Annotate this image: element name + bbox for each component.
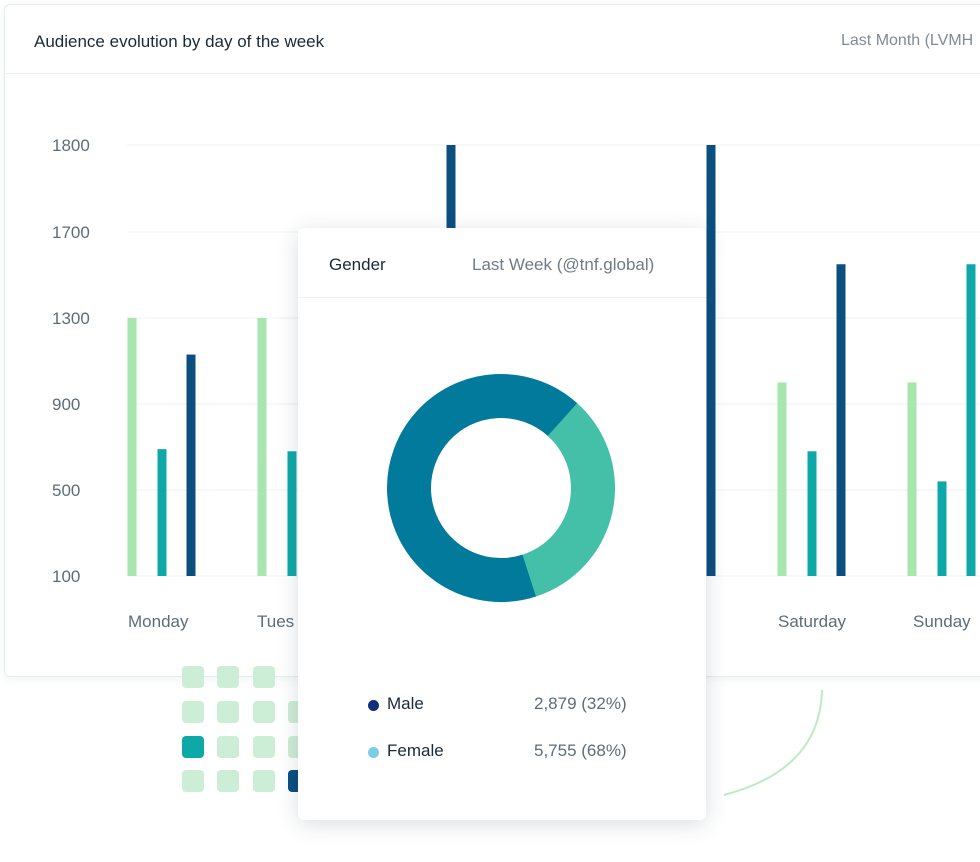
bar-sunday[interactable]	[907, 382, 917, 577]
date-range-selector[interactable]: Last Month (LVMH	[841, 32, 974, 49]
decorative-tile	[182, 701, 204, 723]
bar-saturday[interactable]	[777, 382, 787, 577]
bar-sunday[interactable]	[937, 481, 947, 576]
y-tick-label: 1300	[52, 309, 90, 328]
card-title: Audience evolution by day of the week	[34, 32, 325, 51]
female-legend-dot	[368, 747, 379, 758]
decorative-tile	[253, 666, 275, 688]
decorative-tile	[253, 770, 275, 792]
decorative-tile	[253, 736, 275, 758]
legend-value: 2,879 (32%)	[534, 694, 627, 713]
card-header: Audience evolution by day of the week La…	[5, 5, 980, 74]
bar-monday[interactable]	[127, 318, 137, 576]
decorative-tile	[217, 701, 239, 723]
gender-card-title: Gender	[329, 255, 386, 274]
x-category-label: Saturday	[778, 612, 847, 631]
gender-donut-chart	[371, 358, 631, 618]
x-category-label: Tues	[257, 612, 294, 631]
bar-tuesday[interactable]	[257, 318, 267, 576]
legend-item-male: Male 2,879 (32%)	[368, 692, 668, 716]
y-tick-label: 1700	[52, 223, 90, 242]
bar-monday[interactable]	[186, 354, 196, 576]
decorative-tile	[253, 701, 275, 723]
bar-monday[interactable]	[157, 449, 167, 576]
bar-friday[interactable]	[706, 145, 716, 576]
male-legend-dot	[368, 700, 379, 711]
gender-card: Gender Last Week (@tnf.global) Male 2,87…	[298, 228, 706, 820]
y-tick-label: 900	[52, 395, 80, 414]
legend-value: 5,755 (68%)	[534, 741, 627, 760]
bar-tuesday[interactable]	[287, 451, 297, 576]
bar-saturday[interactable]	[807, 451, 817, 576]
gender-date-range[interactable]: Last Week (@tnf.global)	[472, 255, 655, 274]
gender-card-header: Gender Last Week (@tnf.global)	[298, 228, 706, 298]
x-category-label: Monday	[128, 612, 189, 631]
legend-label: Male	[387, 694, 424, 713]
decorative-tile	[182, 736, 204, 758]
y-tick-label: 500	[52, 481, 80, 500]
legend-label: Female	[387, 741, 444, 760]
bar-sunday[interactable]	[966, 264, 976, 576]
y-tick-label: 1800	[52, 136, 90, 155]
decorative-tile	[217, 770, 239, 792]
legend-item-female: Female 5,755 (68%)	[368, 739, 668, 763]
decorative-tile	[182, 666, 204, 688]
decorative-tile	[217, 666, 239, 688]
decorative-tile	[182, 770, 204, 792]
x-category-label: Sunday	[913, 612, 971, 631]
decorative-tile	[217, 736, 239, 758]
y-tick-label: 100	[52, 567, 80, 586]
bar-saturday[interactable]	[836, 264, 846, 576]
donut-slice-female[interactable]	[371, 358, 631, 618]
